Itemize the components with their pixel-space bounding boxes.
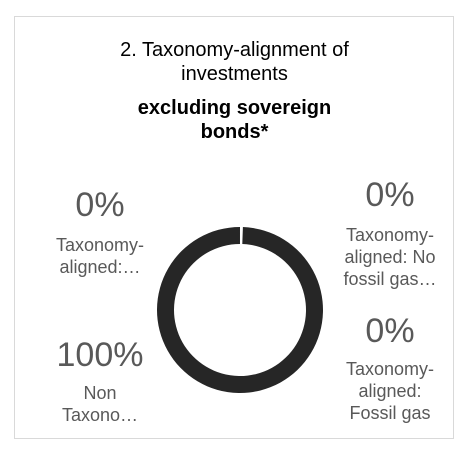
slice-2-percent: 0% [365, 312, 415, 350]
title-line-1: 2. Taxonomy-alignment of [120, 39, 349, 61]
slice-2-label-line-3: Fossil gas [349, 403, 431, 423]
slice-0-label-line-1: Taxonomy- [55, 235, 145, 255]
slice-1-label-line-3: fossil gas… [343, 269, 437, 289]
subtitle-line-2: bonds* [200, 121, 269, 143]
slice-0-label-line-2: aligned:… [59, 257, 141, 277]
slice-1-label-line-1: Taxonomy- [345, 225, 435, 245]
slice-3 [156, 227, 323, 393]
slice-1-percent: 0% [365, 176, 415, 214]
slice-2-label-line-2: aligned: [358, 381, 422, 401]
slice-3-percent: 100% [56, 336, 144, 374]
title-line-2: investments [181, 63, 288, 85]
slice-1-label-line-2: aligned: No [344, 247, 436, 267]
slice-3-label-line-1: Non [83, 383, 117, 403]
slice-3-label-line-2: Taxono… [61, 405, 139, 425]
slice-0-percent: 0% [75, 186, 125, 224]
subtitle-line-1: excluding sovereign [137, 97, 332, 119]
slice-2-label-line-1: Taxonomy- [345, 359, 435, 379]
